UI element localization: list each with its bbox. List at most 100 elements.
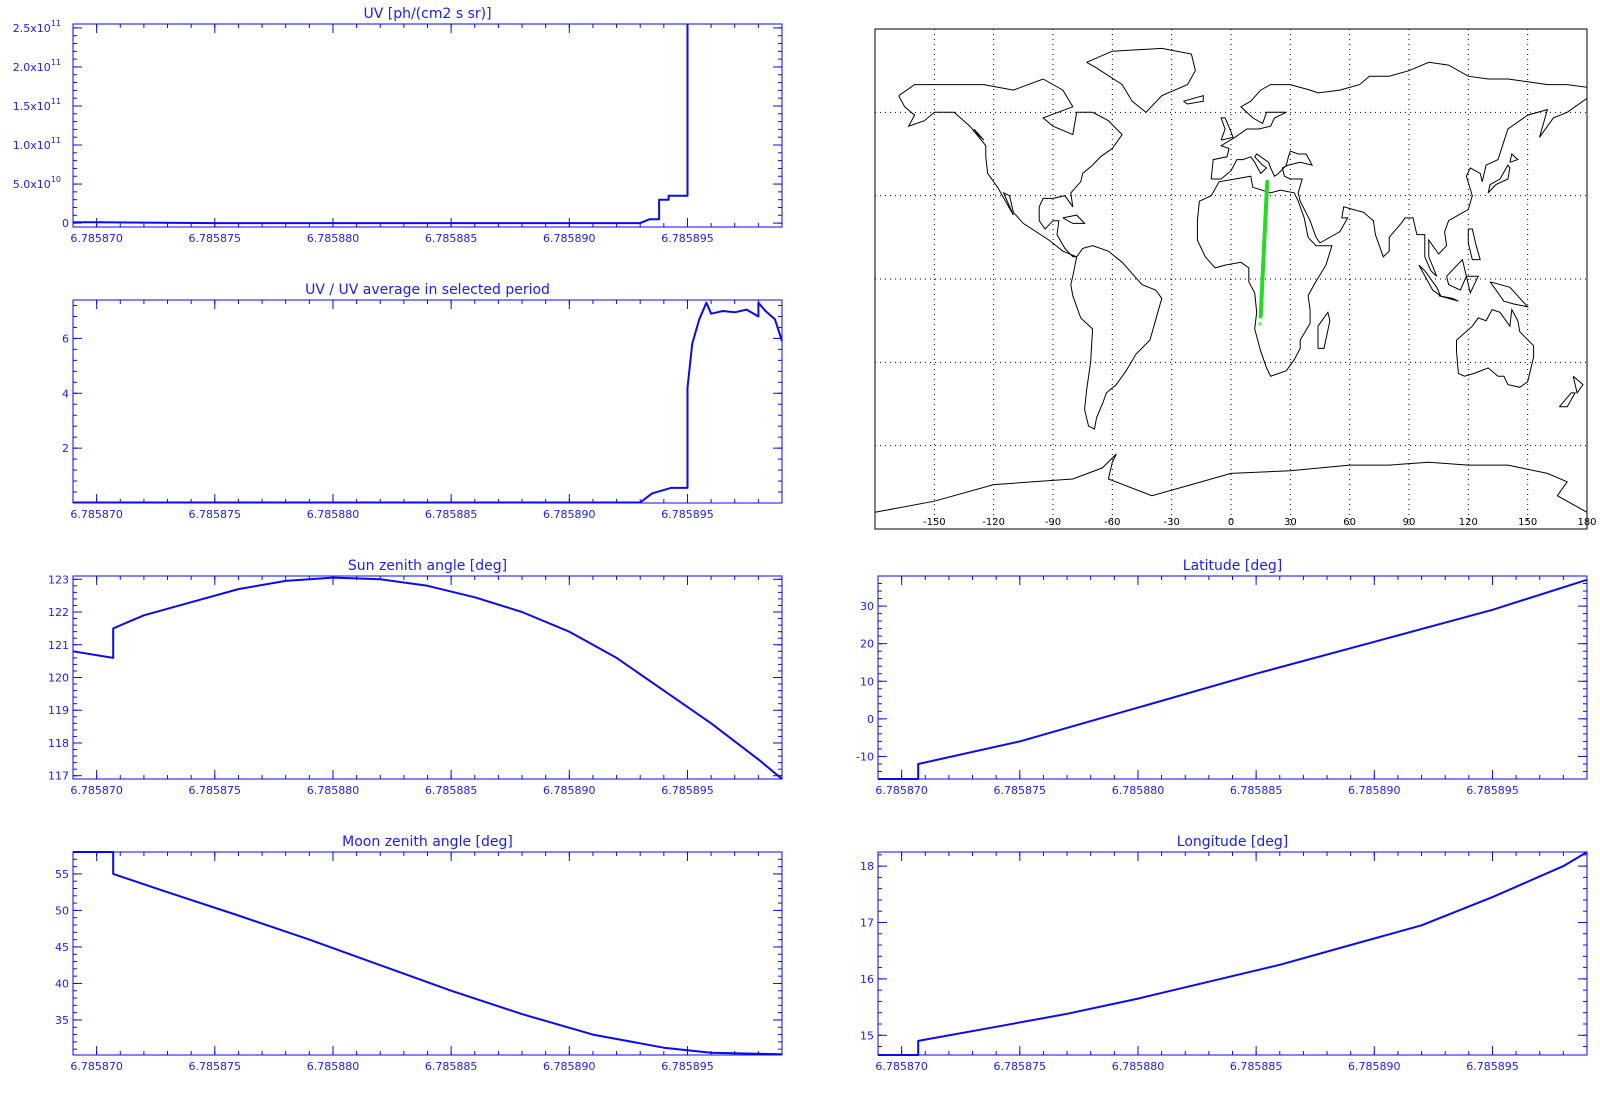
world-map: -150 -120 -90 -60 -30 0 30 60 90 120 150 180 *: [874, 28, 1597, 530]
coastline: [1467, 228, 1481, 261]
series-line: [878, 578, 1588, 780]
x-tick-label: 6.785895: [661, 508, 714, 521]
x-tick-label: 6.785895: [1466, 1060, 1519, 1073]
map-lon-label: 30: [1284, 517, 1297, 528]
y-tick-label: 119: [48, 704, 69, 717]
coastline: [1210, 61, 1588, 277]
chart-lon: Longitude [deg] 6.785870 6.785875 6.785880 6…: [860, 834, 1588, 1073]
y-tick-label: 5.0x1010: [13, 175, 61, 191]
y-tick-label: 20: [860, 638, 874, 651]
chart-lat: Latitude [deg] 6.785870 6.785875 6.785880 6.…: [856, 558, 1588, 797]
chart-uv: UV [ph/(cm2 s sr)] 6.785870 6.785875 6.7858…: [13, 6, 783, 245]
plot-frame: [72, 851, 783, 1056]
x-tick-label: 6.785875: [994, 1060, 1047, 1073]
x-tick-label: 6.785890: [1348, 784, 1401, 797]
coastline: [1317, 311, 1331, 349]
x-tick-label: 6.785885: [425, 232, 478, 245]
series-line: [73, 301, 783, 504]
map-lon-label: 150: [1518, 517, 1537, 528]
x-tick-label: 6.785870: [875, 1060, 928, 1073]
x-tick-label: 6.785870: [875, 784, 928, 797]
chart-title: Latitude [deg]: [1183, 558, 1282, 574]
ground-track: [1258, 179, 1270, 319]
x-tick-label: 6.785870: [70, 784, 123, 797]
coastline: [898, 78, 1123, 258]
x-tick-label: 6.785890: [543, 508, 596, 521]
y-tick-label: 6: [62, 332, 69, 345]
series-line: [73, 24, 689, 225]
coastline: [1456, 307, 1535, 388]
chart-title: Moon zenith angle [deg]: [342, 834, 513, 850]
chart-sun: Sun zenith angle [deg] 6.785870 6.785875 6.…: [48, 558, 783, 797]
y-tick-label: 122: [48, 606, 69, 619]
map-lon-label: 120: [1459, 517, 1478, 528]
y-tick-label: 4: [62, 387, 69, 400]
x-tick-label: 6.785885: [1230, 784, 1283, 797]
map-lon-label: 180: [1577, 517, 1596, 528]
series-line: [878, 851, 1588, 1056]
coastline: [1489, 281, 1530, 308]
y-tick-label: 40: [55, 977, 69, 990]
y-tick-label: 15: [860, 1029, 874, 1042]
map-lon-label: 60: [1343, 517, 1356, 528]
y-tick-label: 0: [62, 217, 69, 230]
x-tick-label: 6.785890: [543, 232, 596, 245]
map-lon-label: -60: [1104, 517, 1120, 528]
coastline: [1418, 264, 1442, 298]
x-tick-label: 6.785875: [189, 508, 242, 521]
map-lon-label: -150: [923, 517, 946, 528]
x-tick-label: 6.785880: [1112, 784, 1165, 797]
coastline: [1220, 117, 1234, 141]
coastline: [973, 128, 985, 141]
coastline: [1070, 245, 1163, 430]
y-tick-label: 120: [48, 672, 69, 685]
coastline: [1465, 275, 1479, 295]
y-tick-label: 117: [48, 770, 69, 783]
x-tick-label: 6.785890: [543, 784, 596, 797]
y-tick-label: 45: [55, 941, 69, 954]
coastline: [1438, 295, 1459, 302]
track-start-marker: *: [1258, 321, 1263, 332]
x-tick-label: 6.785890: [543, 1060, 596, 1073]
coastline: [1446, 258, 1467, 291]
series-line: [72, 576, 783, 780]
y-tick-label: 1.5x1011: [13, 97, 61, 113]
y-tick-label: 123: [48, 573, 69, 586]
coastline: [1183, 95, 1204, 105]
plot-frame: [877, 851, 1588, 1056]
x-tick-label: 6.785875: [189, 232, 242, 245]
y-tick-label: 2.0x1011: [13, 58, 61, 74]
x-tick-label: 6.785875: [994, 784, 1047, 797]
coastline: [874, 453, 1588, 513]
chart-title: Sun zenith angle [deg]: [348, 558, 507, 574]
y-tick-label: 2.5x1011: [13, 19, 61, 35]
chart-title: UV [ph/(cm2 s sr)]: [363, 6, 491, 22]
y-tick-label: 55: [55, 868, 69, 881]
coastline: [1558, 392, 1576, 408]
map-lon-label: 90: [1403, 517, 1416, 528]
x-tick-label: 6.785885: [425, 1060, 478, 1073]
map-lon-label: -120: [982, 517, 1005, 528]
x-tick-label: 6.785870: [70, 508, 123, 521]
x-tick-label: 6.785895: [1466, 784, 1519, 797]
coastline: [1487, 164, 1511, 194]
y-tick-label: 30: [860, 600, 874, 613]
y-tick-label: 35: [55, 1014, 69, 1027]
coastline: [1086, 47, 1196, 113]
y-tick-label: -10: [856, 750, 874, 763]
y-tick-label: 50: [55, 904, 69, 917]
series-line: [73, 851, 783, 1056]
x-tick-label: 6.785870: [70, 1060, 123, 1073]
y-tick-label: 18: [860, 860, 874, 873]
x-tick-label: 6.785875: [189, 1060, 242, 1073]
y-tick-label: 118: [48, 737, 69, 750]
x-tick-label: 6.785875: [189, 784, 242, 797]
map-lon-label: 0: [1228, 517, 1234, 528]
x-tick-label: 6.785885: [425, 508, 478, 521]
x-tick-label: 6.785880: [307, 784, 360, 797]
x-tick-label: 6.785885: [425, 784, 478, 797]
plot-frame: [72, 299, 783, 504]
x-tick-label: 6.785890: [1348, 1060, 1401, 1073]
coastline: [1062, 214, 1086, 224]
